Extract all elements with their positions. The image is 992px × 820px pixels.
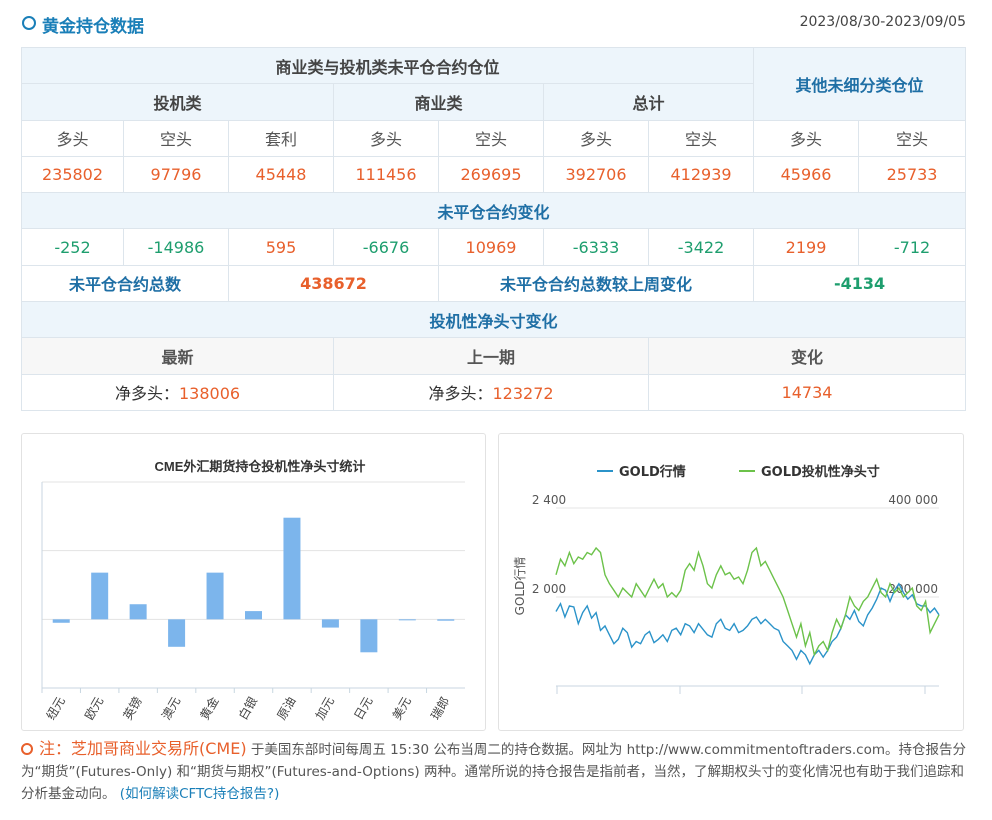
position-value: 45966 (753, 155, 860, 194)
x-tick-label: 英镑 (120, 694, 145, 722)
net-previous-value: 123272 (492, 384, 554, 404)
change-header: 未平仓合约变化 (20, 192, 967, 230)
bar[interactable] (168, 619, 186, 647)
x-tick-label: 欧元 (82, 695, 106, 723)
comm-header: 商业类 (333, 83, 544, 121)
total-header: 总计 (542, 83, 755, 121)
change-value: 595 (228, 228, 334, 266)
circle-bullet-icon (22, 16, 36, 30)
x-tick-label: 原油 (274, 695, 298, 723)
change-value: 10969 (438, 228, 544, 266)
col-label: 空头 (438, 119, 544, 157)
position-value: 235802 (21, 155, 124, 194)
change-value: -3422 (647, 228, 755, 266)
group-header: 商业类与投机类未平仓合约仓位 (20, 46, 755, 85)
x-tick-label: 加元 (313, 695, 337, 723)
net-header: 投机性净头寸变化 (20, 301, 967, 339)
bar[interactable] (398, 619, 416, 621)
col-label: 空头 (123, 119, 229, 157)
change-value: -252 (21, 228, 124, 266)
y-left-tick-label: 2 000 (532, 582, 566, 596)
net-change-header: 变化 (647, 337, 967, 375)
net-prefix: 净多头： (428, 384, 493, 404)
oi-total-label: 未平仓合约总数 (21, 264, 229, 303)
bar[interactable] (437, 619, 455, 621)
col-label: 套利 (228, 119, 334, 157)
oi-change-label: 未平仓合约总数较上周变化 (437, 264, 755, 303)
note-label: 注：芝加哥商业交易所(CME) (39, 739, 247, 758)
net-previous-cell: 净多头：123272 (333, 373, 649, 411)
bar[interactable] (206, 572, 224, 620)
position-value: 97796 (123, 155, 229, 194)
change-value: -14986 (123, 228, 229, 266)
circle-bullet-icon (21, 743, 33, 755)
col-label: 空头 (858, 119, 967, 157)
cftc-guide-link[interactable]: (如何解读CFTC持仓报告?) (119, 786, 280, 802)
line-chart-panel: GOLD行情 GOLD投机性净头寸 2 400 2 000 400 000 200 000… (498, 433, 964, 731)
net-latest-cell: 净多头：138006 (21, 373, 334, 411)
change-value: -6676 (333, 228, 439, 266)
bar[interactable] (321, 619, 339, 628)
col-label: 空头 (647, 119, 755, 157)
note-text: 于美国东部时间每周五 15:30 公布当周二的持仓数据。网址为 http://w… (21, 742, 966, 802)
oi-row: 未平仓合约总数 438672 未平仓合约总数较上周变化 -4134 (21, 264, 967, 303)
gold-price-line (555, 582, 940, 666)
net-header-row: 最新 上一期 变化 (21, 337, 967, 375)
column-label-row: 多头 空头 套利 多头 空头 多头 空头 多头 空头 (21, 119, 967, 157)
gold-net-position-line (555, 546, 940, 657)
date-range: 2023/08/30-2023/09/05 (799, 14, 966, 30)
oi-total-value: 438672 (228, 264, 439, 303)
bar[interactable] (360, 619, 378, 653)
oi-change-value: -4134 (753, 264, 967, 303)
col-label: 多头 (543, 119, 649, 157)
footnote: 注：芝加哥商业交易所(CME) 于美国东部时间每周五 15:30 公布当周二的持… (21, 738, 971, 805)
x-tick-label: 纽元 (44, 695, 68, 723)
position-value: 269695 (438, 155, 544, 194)
x-tick-label: 美元 (390, 695, 414, 723)
net-previous-header: 上一期 (333, 337, 649, 375)
position-value: 412939 (647, 155, 755, 194)
position-value: 25733 (858, 155, 967, 194)
bar[interactable] (52, 619, 70, 623)
bar[interactable] (129, 604, 147, 620)
legend-label[interactable]: GOLD投机性净头寸 (761, 464, 880, 480)
spec-header: 投机类 (21, 83, 334, 121)
bar[interactable] (283, 517, 301, 620)
net-change-value: 14734 (647, 373, 967, 411)
net-latest-header: 最新 (21, 337, 334, 375)
net-latest-value: 138006 (178, 384, 241, 404)
position-value: 45448 (228, 155, 334, 194)
bar[interactable] (245, 611, 262, 620)
change-value: -6333 (543, 228, 649, 266)
x-tick-label: 白银 (235, 694, 260, 722)
positions-row: 235802 97796 45448 111456 269695 392706 … (21, 155, 967, 194)
position-value: 111456 (333, 155, 439, 194)
legend-label[interactable]: GOLD行情 (619, 464, 686, 480)
x-tick-label: 澳元 (159, 695, 183, 723)
chart-title: CME外汇期货持仓投机性净头寸统计 (155, 459, 366, 474)
position-value: 392706 (543, 155, 649, 194)
col-label: 多头 (753, 119, 860, 157)
y-axis-label: GOLD行情 (513, 557, 527, 616)
y-right-tick-label: 400 000 (888, 493, 938, 507)
x-tick-label: 日元 (351, 695, 375, 723)
col-label: 多头 (333, 119, 439, 157)
change-value: -712 (858, 228, 967, 266)
net-value-row: 净多头：138006 净多头：123272 14734 (21, 373, 967, 411)
change-value: 2199 (753, 228, 860, 266)
x-tick-label: 黄金 (197, 694, 222, 722)
changes-row: -252 -14986 595 -6676 10969 -6333 -3422 … (21, 228, 967, 266)
page-title: 黄金持仓数据 (42, 17, 144, 37)
y-left-tick-label: 2 400 (532, 493, 566, 507)
page-header: 黄金持仓数据 2023/08/30-2023/09/05 (18, 10, 968, 37)
col-label: 多头 (21, 119, 124, 157)
x-tick-label: 瑞郎 (428, 695, 452, 723)
bar[interactable] (91, 572, 109, 620)
cot-table: 商业类与投机类未平仓合约仓位 其他未细分类仓位 投机类 商业类 总计 多头 空头… (20, 46, 967, 411)
bar-chart-panel: CME外汇期货持仓投机性净头寸统计纽元 欧元 英镑 澳元 黄金 白银 原油 加元 日元 美元 瑞郎 (21, 433, 486, 731)
other-header: 其他未细分类仓位 (753, 47, 967, 121)
net-prefix: 净多头： (114, 384, 179, 404)
